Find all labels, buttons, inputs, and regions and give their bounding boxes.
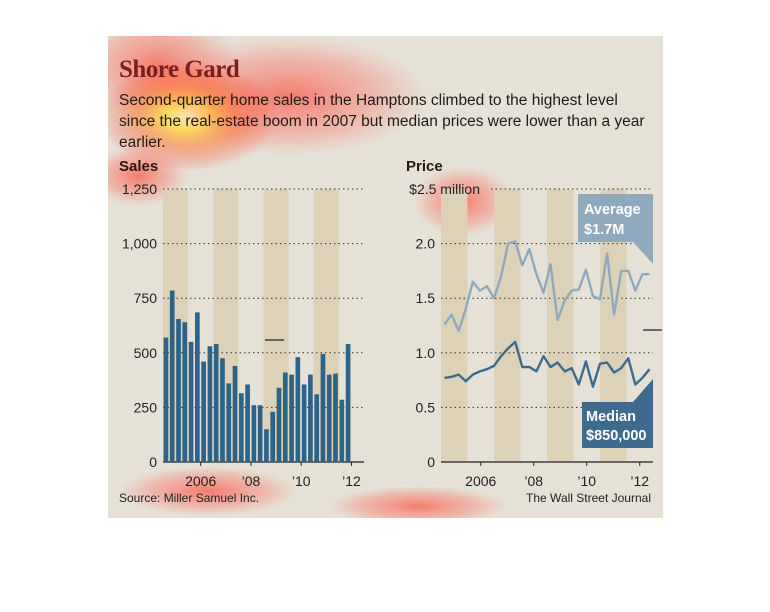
charts: 1,250 1,000 750 500 250 0 2006 ’08 ’10 ’12 $2.5 mi… [122,181,662,489]
sales-bar [282,372,288,462]
y-tick-label: 2.0 [416,236,436,252]
credit-note: The Wall Street Journal [526,491,651,505]
average-price-line [443,240,650,333]
price-panel-title: Price [406,158,443,175]
y-tick-label: 500 [134,345,158,361]
y-tick-label: 0 [149,454,157,470]
x-tick-label: ’12 [342,473,361,489]
chart-card: Shore Gard Second-quarter home sales in … [108,36,663,518]
sales-bar [345,344,351,462]
sales-bar [326,374,332,462]
sales-bar [245,384,250,462]
sales-bar [188,341,194,462]
median-callout-value: $850,000 [586,428,646,444]
x-tick-label: ’12 [630,473,649,489]
sales-bar [163,337,169,462]
y-tick-label: 1,250 [122,181,157,197]
y-tick-label: 0 [427,454,435,470]
year-band [547,189,574,462]
chart-subtitle: Second-quarter home sales in the Hampton… [119,92,645,151]
x-tick-label: 2006 [465,473,496,489]
sales-bar [301,384,307,462]
median-callout-label: Median [586,409,636,425]
year-band [441,189,468,462]
source-note: Source: Miller Samuel Inc. [119,491,260,505]
y-tick-label: 1.0 [416,345,436,361]
sales-bar [257,405,263,462]
average-callout-label: Average [584,202,641,218]
sales-bar [182,322,188,462]
x-tick-label: ’10 [577,473,596,489]
sales-bar [201,361,206,462]
sales-bar [270,411,276,462]
y-tick-label: 1.5 [416,290,436,306]
median-price-line [444,340,651,388]
sales-bar [207,346,213,462]
x-tick-label: ’10 [292,473,311,489]
sales-bar [314,394,320,462]
sales-bar [251,405,257,462]
y-tick-label: 750 [134,290,158,306]
sales-panel-title: Sales [119,158,159,175]
sales-bar [169,290,175,462]
sales-bar [320,353,326,462]
sales-bar [176,318,181,462]
sales-bar [226,383,232,462]
y-tick-label: 0.5 [416,399,436,415]
average-callout-value: $1.7M [584,222,624,238]
y-tick-label: $2.5 million [409,181,480,197]
sales-bar [339,399,345,462]
x-tick-label: ’08 [524,473,543,489]
x-tick-label: ’08 [242,473,261,489]
average-callout-pointer [633,242,653,264]
x-tick-label: 2006 [185,473,216,489]
y-tick-label: 250 [134,399,158,415]
y-tick-label: 1,000 [122,236,157,252]
median-callout-pointer [633,379,653,402]
sales-bar [213,344,219,462]
average-callout-box [578,194,653,242]
sales-bar [289,374,294,462]
chart-title: Shore Gard [119,56,240,83]
sales-bar [333,373,338,462]
sales-bar [264,429,269,462]
sales-bar [238,393,244,462]
sales-bar [276,387,282,462]
sales-bar [195,312,200,462]
sales-bar [295,357,301,462]
median-callout-box [582,402,653,448]
sales-bar [232,365,238,462]
sales-bar [308,374,313,462]
year-band [494,189,521,462]
sales-bar [220,358,225,462]
